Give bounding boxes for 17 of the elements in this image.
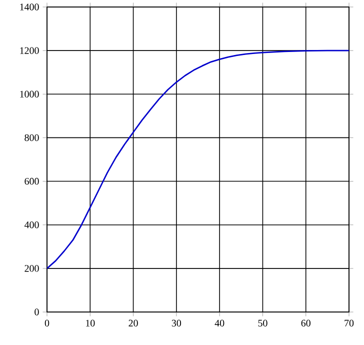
x-tick-label: 50 xyxy=(258,320,268,326)
y-tick-label: 0 xyxy=(34,308,39,316)
y-tick-label: 200 xyxy=(24,265,39,272)
y-tick-label: 1200 xyxy=(20,47,39,54)
y-tick-label: 800 xyxy=(24,134,39,142)
line-series xyxy=(47,50,350,270)
y-tick-label: 400 xyxy=(24,221,39,228)
x-tick-label: 70 xyxy=(344,320,354,326)
x-tick-label: 20 xyxy=(128,320,138,326)
y-tick-label: 1000 xyxy=(20,90,39,98)
x-tick-label: 40 xyxy=(214,320,224,326)
x-tick-label: 10 xyxy=(86,320,95,326)
y-tick-label: 1400 xyxy=(20,4,39,10)
x-tick-label: 30 xyxy=(172,320,182,326)
x-tick-label: 0 xyxy=(44,320,50,326)
y-tick-label: 600 xyxy=(24,178,39,185)
x-tick-label: 60 xyxy=(301,320,310,326)
